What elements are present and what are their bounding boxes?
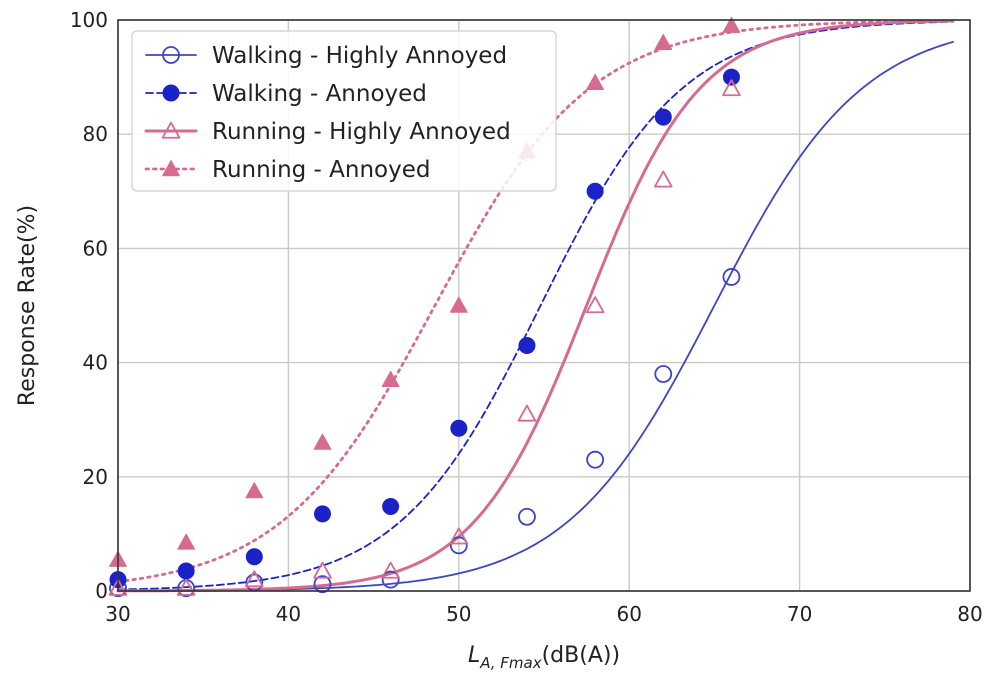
data-point bbox=[245, 548, 263, 566]
data-point bbox=[585, 296, 605, 314]
y-tick-label: 80 bbox=[83, 122, 108, 146]
data-point bbox=[381, 370, 400, 387]
legend-item: Walking - Annoyed bbox=[145, 81, 427, 107]
data-point bbox=[245, 482, 264, 499]
data-point bbox=[654, 108, 672, 126]
x-tick-label: 70 bbox=[787, 602, 812, 626]
data-point bbox=[313, 505, 331, 523]
plot-frame bbox=[117, 19, 971, 592]
data-point bbox=[161, 121, 181, 139]
data-point bbox=[654, 33, 673, 51]
legend-label: Running - Highly Annoyed bbox=[212, 119, 511, 145]
x-axis-label-suffix: (dB(A)) bbox=[542, 643, 620, 668]
legend-item: Running - Highly Annoyed bbox=[144, 119, 511, 145]
data-point bbox=[653, 170, 673, 188]
data-point bbox=[517, 404, 537, 422]
x-axis-label: LA, Fmax(dB(A)) bbox=[468, 643, 620, 672]
x-axis-label-subscript: A, Fmax bbox=[479, 654, 542, 672]
data-point bbox=[313, 575, 332, 594]
fit-curve bbox=[117, 20, 954, 591]
legend-item: Walking - Highly Annoyed bbox=[145, 43, 507, 69]
y-axis-label: Response Rate(%) bbox=[15, 205, 40, 406]
data-markers bbox=[108, 16, 741, 598]
legend-label: Walking - Annoyed bbox=[212, 81, 427, 107]
data-point bbox=[162, 160, 180, 177]
legend-item: Running - Annoyed bbox=[144, 157, 431, 183]
y-tick-label: 20 bbox=[83, 465, 108, 489]
data-point bbox=[518, 336, 536, 354]
x-tick-label: 40 bbox=[276, 602, 301, 626]
data-point bbox=[586, 182, 604, 200]
data-point bbox=[654, 365, 673, 383]
data-point bbox=[177, 562, 195, 580]
y-tick-label: 0 bbox=[95, 579, 108, 603]
data-point bbox=[381, 570, 400, 589]
data-point bbox=[449, 296, 468, 313]
data-point bbox=[518, 507, 536, 526]
data-point bbox=[108, 578, 128, 596]
data-point bbox=[722, 268, 741, 286]
data-point bbox=[449, 527, 469, 545]
y-tick-label: 40 bbox=[83, 351, 108, 375]
data-point bbox=[586, 73, 605, 91]
data-point bbox=[177, 533, 196, 550]
legend-items: Walking - Highly Annoyed Walking - Annoye… bbox=[144, 43, 511, 183]
legend-label: Running - Annoyed bbox=[212, 157, 431, 183]
data-point bbox=[162, 84, 180, 102]
legend-box bbox=[131, 30, 557, 192]
y-tick-label: 60 bbox=[83, 236, 108, 260]
y-tick-label: 100 bbox=[70, 8, 108, 32]
data-point bbox=[313, 433, 332, 450]
data-point bbox=[722, 79, 741, 97]
legend: Walking - Highly Annoyed Walking - Annoye… bbox=[131, 30, 557, 192]
x-tick-label: 30 bbox=[105, 602, 130, 626]
data-point bbox=[722, 68, 740, 86]
data-point bbox=[586, 450, 605, 469]
data-point bbox=[313, 561, 332, 579]
legend-label: Walking - Highly Annoyed bbox=[212, 43, 507, 69]
x-axis-label-base: L bbox=[468, 643, 480, 668]
data-point bbox=[449, 536, 468, 555]
x-tick-label: 80 bbox=[957, 602, 982, 626]
data-point bbox=[722, 16, 741, 33]
data-point bbox=[176, 578, 196, 596]
data-point bbox=[162, 46, 180, 64]
data-point bbox=[245, 570, 264, 588]
data-point bbox=[450, 419, 468, 437]
tick-labels: 30 40 50 60 70 80 0 20 40 60 80 100 bbox=[70, 8, 983, 626]
x-tick-label: 60 bbox=[616, 602, 641, 626]
data-point bbox=[381, 561, 400, 579]
data-point bbox=[382, 497, 400, 515]
x-tick-label: 50 bbox=[446, 602, 471, 626]
